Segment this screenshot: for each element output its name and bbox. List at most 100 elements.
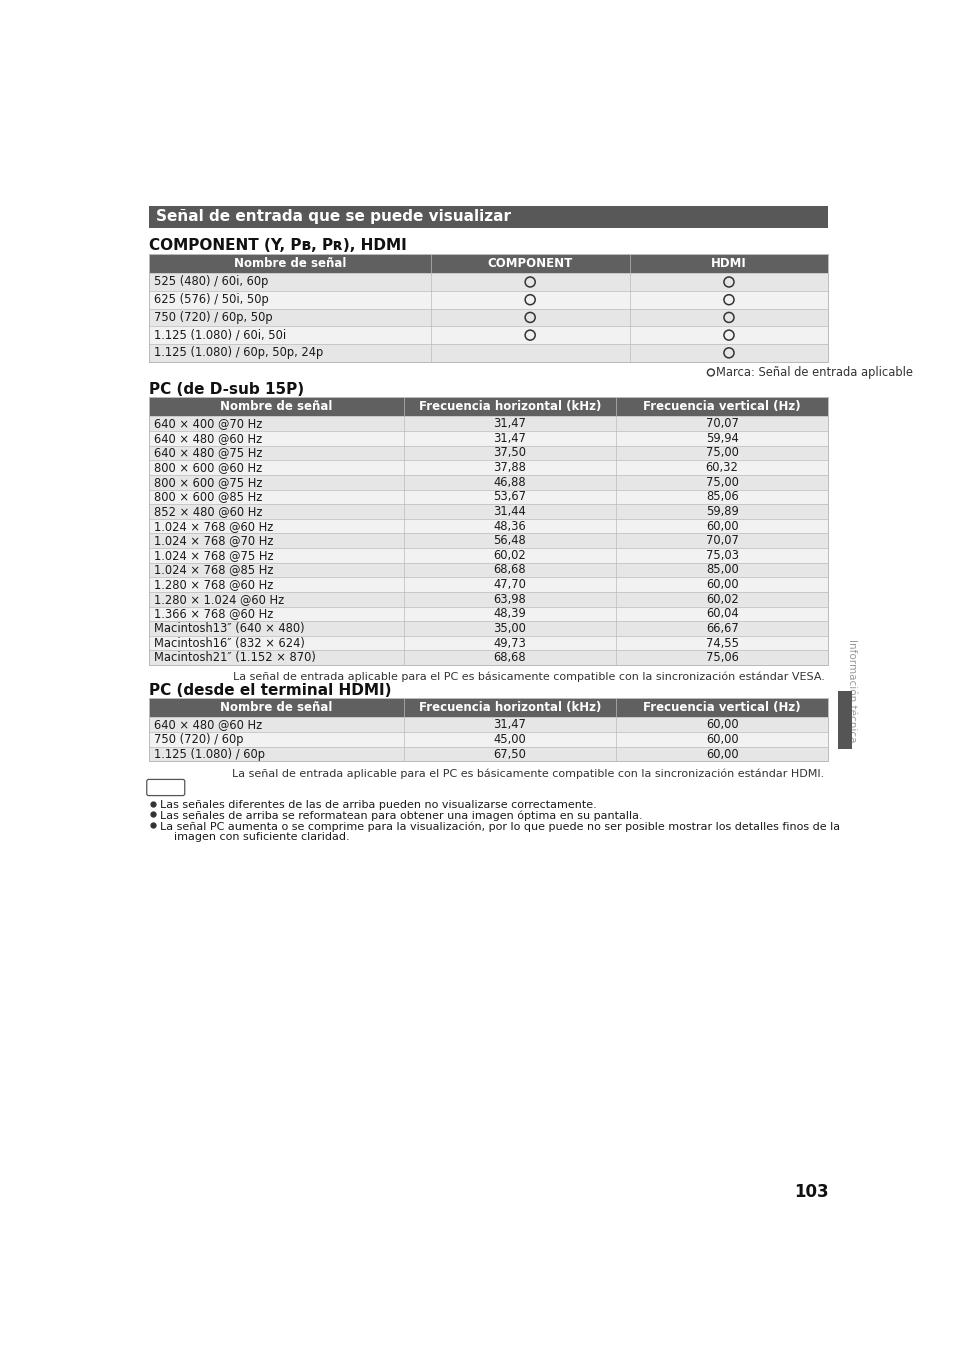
Bar <box>149 326 431 344</box>
Bar <box>616 534 827 547</box>
Text: imagen con suficiente claridad.: imagen con suficiente claridad. <box>159 833 349 842</box>
Bar <box>149 698 403 718</box>
Bar <box>616 490 827 504</box>
Text: Las señales de arriba se reformatean para obtener una imagen óptima en su pantal: Las señales de arriba se reformatean par… <box>159 811 641 822</box>
Text: 1.125 (1.080) / 60p: 1.125 (1.080) / 60p <box>154 748 265 760</box>
FancyBboxPatch shape <box>147 779 185 796</box>
Text: 60,32: 60,32 <box>705 461 738 474</box>
Text: 74,55: 74,55 <box>705 636 738 650</box>
Text: PC (desde el terminal HDMI): PC (desde el terminal HDMI) <box>149 682 391 698</box>
Bar <box>616 636 827 651</box>
Text: 68,68: 68,68 <box>493 564 525 576</box>
Bar <box>629 344 827 362</box>
Bar <box>149 747 403 762</box>
Bar <box>616 562 827 577</box>
Bar <box>431 273 629 291</box>
Bar <box>149 519 403 534</box>
Bar <box>149 445 403 460</box>
Bar <box>629 291 827 308</box>
Text: 60,00: 60,00 <box>705 520 738 532</box>
Text: Las señales diferentes de las de arriba pueden no visualizarse correctamente.: Las señales diferentes de las de arriba … <box>159 800 596 809</box>
Text: 1.024 × 768 @70 Hz: 1.024 × 768 @70 Hz <box>154 534 274 547</box>
Text: 1.125 (1.080) / 60i, 50i: 1.125 (1.080) / 60i, 50i <box>154 329 286 341</box>
Bar <box>403 698 616 718</box>
Text: La señal de entrada aplicable para el PC es básicamente compatible con la sincro: La señal de entrada aplicable para el PC… <box>232 768 823 779</box>
Text: 59,89: 59,89 <box>705 505 738 517</box>
Text: 56,48: 56,48 <box>493 534 526 547</box>
Text: 640 × 480 @60 Hz: 640 × 480 @60 Hz <box>154 431 262 445</box>
Text: 1.280 × 1.024 @60 Hz: 1.280 × 1.024 @60 Hz <box>154 592 284 606</box>
Text: 85,00: 85,00 <box>705 564 738 576</box>
Bar <box>149 397 403 416</box>
Bar <box>149 504 403 519</box>
Text: 800 × 600 @75 Hz: 800 × 600 @75 Hz <box>154 475 262 489</box>
Text: 75,03: 75,03 <box>705 549 738 562</box>
Bar <box>149 308 431 326</box>
Text: Macintosh21″ (1.152 × 870): Macintosh21″ (1.152 × 870) <box>154 651 315 665</box>
Text: 75,00: 75,00 <box>705 446 738 460</box>
Bar <box>149 431 403 445</box>
Text: 60,02: 60,02 <box>493 549 526 562</box>
Text: Información técnica: Información técnica <box>845 639 856 743</box>
Bar <box>149 606 403 621</box>
Bar <box>403 416 616 431</box>
Text: 31,47: 31,47 <box>493 718 526 732</box>
Text: 67,50: 67,50 <box>493 748 526 760</box>
Text: Frecuencia horizontal (kHz): Frecuencia horizontal (kHz) <box>418 400 600 414</box>
Bar <box>616 592 827 606</box>
Bar <box>629 308 827 326</box>
Bar <box>431 308 629 326</box>
Bar <box>149 534 403 547</box>
Text: COMPONENT: COMPONENT <box>487 257 572 270</box>
Text: 1.024 × 768 @60 Hz: 1.024 × 768 @60 Hz <box>154 520 274 532</box>
Text: Marca: Señal de entrada aplicable: Marca: Señal de entrada aplicable <box>715 366 912 379</box>
Bar <box>149 460 403 475</box>
Text: Frecuencia vertical (Hz): Frecuencia vertical (Hz) <box>642 702 801 714</box>
Text: 103: 103 <box>793 1183 827 1201</box>
Text: Nota: Nota <box>149 781 182 794</box>
Text: 48,39: 48,39 <box>493 607 526 620</box>
Text: 60,00: 60,00 <box>705 579 738 591</box>
Bar <box>403 636 616 651</box>
Text: 1.024 × 768 @75 Hz: 1.024 × 768 @75 Hz <box>154 549 274 562</box>
Bar <box>629 326 827 344</box>
Bar <box>149 206 827 228</box>
Text: 640 × 480 @75 Hz: 640 × 480 @75 Hz <box>154 446 262 460</box>
Text: 53,67: 53,67 <box>493 490 526 504</box>
Text: Macintosh13″ (640 × 480): Macintosh13″ (640 × 480) <box>154 622 304 635</box>
Bar <box>149 475 403 490</box>
Bar <box>431 344 629 362</box>
Bar <box>149 547 403 562</box>
Text: La señal PC aumenta o se comprime para la visualización, por lo que puede no ser: La señal PC aumenta o se comprime para l… <box>159 822 839 831</box>
Bar <box>149 732 403 747</box>
Bar <box>431 291 629 308</box>
Bar <box>838 691 852 749</box>
Text: PC (de D-sub 15P): PC (de D-sub 15P) <box>149 382 303 397</box>
Bar <box>616 606 827 621</box>
Text: Nombre de señal: Nombre de señal <box>220 400 332 414</box>
Text: 1.280 × 768 @60 Hz: 1.280 × 768 @60 Hz <box>154 579 274 591</box>
Bar <box>403 397 616 416</box>
Bar <box>431 254 629 273</box>
Bar <box>149 344 431 362</box>
Text: 63,98: 63,98 <box>493 592 526 606</box>
Bar <box>403 490 616 504</box>
Bar <box>616 651 827 665</box>
Bar <box>616 621 827 636</box>
Bar <box>149 621 403 636</box>
Text: Frecuencia vertical (Hz): Frecuencia vertical (Hz) <box>642 400 801 414</box>
Text: 47,70: 47,70 <box>493 579 526 591</box>
Text: HDMI: HDMI <box>710 257 746 270</box>
Text: 37,50: 37,50 <box>493 446 526 460</box>
Bar <box>149 254 827 362</box>
Bar <box>403 621 616 636</box>
Text: 60,00: 60,00 <box>705 733 738 745</box>
Bar <box>616 698 827 718</box>
Bar <box>149 718 403 732</box>
Text: 66,67: 66,67 <box>705 622 738 635</box>
Bar <box>616 747 827 762</box>
Bar <box>403 534 616 547</box>
Text: 48,36: 48,36 <box>493 520 526 532</box>
Bar <box>616 397 827 416</box>
Text: 640 × 400 @70 Hz: 640 × 400 @70 Hz <box>154 418 262 430</box>
